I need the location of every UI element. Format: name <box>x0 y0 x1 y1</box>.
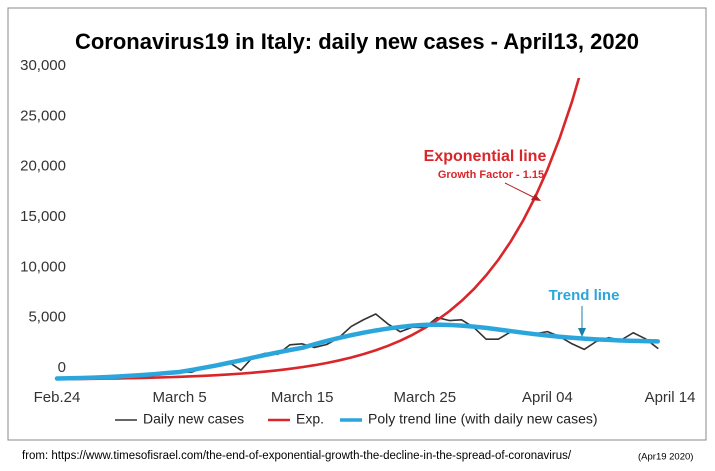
y-tick-label: 10,000 <box>20 258 66 275</box>
x-tick-label: March 25 <box>394 389 457 406</box>
legend-label: Daily new cases <box>143 411 244 427</box>
annotation: Trend line <box>549 287 620 304</box>
y-tick-label: 0 <box>58 359 66 376</box>
arrow <box>504 182 541 201</box>
chart-title: Coronavirus19 in Italy: daily new cases … <box>75 29 639 54</box>
x-tick-label: April 04 <box>522 389 573 406</box>
source-date: (Apr19 2020) <box>638 452 693 463</box>
chart-frame <box>7 7 707 441</box>
x-tick-label: March 15 <box>271 389 334 406</box>
y-tick-label: 25,000 <box>20 107 66 124</box>
series-line <box>55 78 581 381</box>
source-text: from: https://www.timesofisrael.com/the-… <box>22 450 572 462</box>
annotation: Growth Factor - 1.15 <box>438 169 544 181</box>
legend-label: Poly trend line (with daily new cases) <box>368 411 598 427</box>
legend-label: Exp. <box>296 411 324 427</box>
arrow <box>578 306 586 337</box>
series-line <box>54 322 660 381</box>
legend: Daily new cases Exp. Poly trend line (with… <box>115 411 598 427</box>
plot-area: 0 5,000 10,000 15,000 20,000 25,000 30,000 Feb.… <box>20 57 695 406</box>
y-tick-label: 15,000 <box>20 208 66 225</box>
y-tick-label: 5,000 <box>28 309 66 326</box>
x-tick-label: Feb.24 <box>34 389 81 406</box>
x-tick-label: March 5 <box>153 389 207 406</box>
y-tick-label: 20,000 <box>20 158 66 175</box>
x-tick-label: April 14 <box>645 389 696 406</box>
annotation: Exponential line <box>424 148 547 165</box>
y-tick-label: 30,000 <box>20 57 66 74</box>
